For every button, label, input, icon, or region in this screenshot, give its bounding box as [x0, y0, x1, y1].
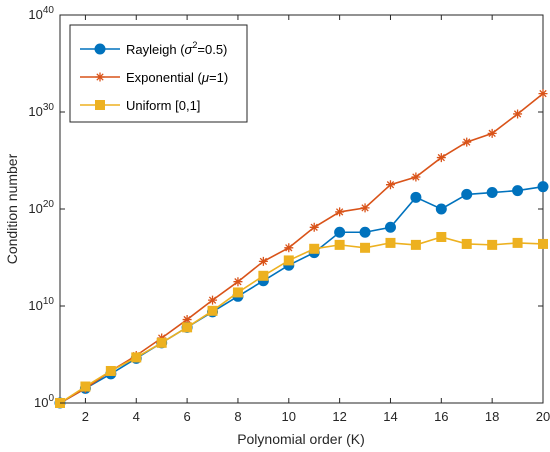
- data-point: [360, 203, 370, 213]
- data-point: [156, 337, 167, 348]
- data-point: [283, 255, 294, 266]
- y-tick-label: 1020: [28, 199, 54, 216]
- x-tick-label: 12: [332, 409, 346, 424]
- data-point: [384, 221, 396, 233]
- legend-label: Uniform [0,1]: [126, 98, 200, 113]
- data-point: [334, 239, 345, 250]
- y-tick-label: 1010: [28, 296, 54, 313]
- data-point: [207, 305, 218, 316]
- data-point: [105, 365, 116, 376]
- data-point: [435, 203, 447, 215]
- data-point: [233, 277, 243, 287]
- data-point: [410, 239, 421, 250]
- data-point: [436, 153, 446, 163]
- legend-item-1: Exponential (μ=1): [80, 70, 228, 85]
- series-2: [55, 231, 548, 408]
- data-point: [410, 191, 422, 203]
- data-point: [461, 238, 472, 249]
- data-point: [334, 226, 346, 238]
- x-tick-label: 18: [485, 409, 499, 424]
- data-point: [512, 185, 524, 197]
- legend: Rayleigh (σ2=0.5) Exponential (μ=1) Unifor…: [69, 24, 248, 123]
- data-point: [486, 187, 498, 199]
- data-point: [537, 181, 549, 193]
- legend-item-0: Rayleigh (σ2=0.5): [80, 40, 227, 57]
- data-point: [462, 137, 472, 147]
- legend-marker: [94, 43, 106, 55]
- data-point: [512, 237, 523, 248]
- data-point: [487, 239, 498, 250]
- data-point: [359, 226, 371, 238]
- data-point: [309, 222, 319, 232]
- series-layer: [54, 89, 549, 409]
- data-point: [80, 381, 91, 392]
- x-tick-label: 8: [234, 409, 241, 424]
- y-axis-label: Condition number: [4, 153, 20, 264]
- data-point: [538, 238, 548, 249]
- x-tick-label: 6: [183, 409, 190, 424]
- data-point: [360, 242, 371, 253]
- legend-marker: [95, 72, 105, 82]
- data-point: [538, 89, 548, 99]
- data-point: [461, 188, 473, 200]
- x-tick-label: 14: [383, 409, 397, 424]
- data-point: [487, 128, 497, 138]
- data-point: [258, 256, 268, 266]
- data-point: [258, 270, 269, 281]
- y-tick-label: 1040: [28, 5, 54, 22]
- legend-label: Rayleigh (σ2=0.5): [126, 40, 227, 57]
- x-tick-label: 20: [536, 409, 550, 424]
- data-point: [208, 295, 218, 305]
- data-point: [513, 109, 523, 119]
- y-tick-label: 1030: [28, 102, 54, 119]
- x-axis-label: Polynomial order (K): [237, 431, 365, 447]
- data-point: [131, 352, 142, 363]
- x-tick-label: 10: [282, 409, 296, 424]
- x-tick-label: 16: [434, 409, 448, 424]
- data-point: [309, 243, 320, 254]
- data-point: [335, 207, 345, 217]
- data-point: [436, 231, 447, 242]
- data-point: [182, 315, 192, 325]
- legend-marker: [95, 100, 105, 110]
- y-tick-label: 100: [34, 393, 54, 410]
- legend-label: Exponential (μ=1): [126, 70, 228, 85]
- data-point: [411, 172, 421, 182]
- data-point: [232, 287, 243, 298]
- data-point: [385, 237, 396, 248]
- legend-item-2: Uniform [0,1]: [80, 98, 200, 113]
- data-point: [182, 322, 193, 333]
- x-tick-label: 2: [82, 409, 89, 424]
- x-tick-label: 4: [133, 409, 140, 424]
- data-point: [284, 243, 294, 253]
- data-point: [385, 180, 395, 190]
